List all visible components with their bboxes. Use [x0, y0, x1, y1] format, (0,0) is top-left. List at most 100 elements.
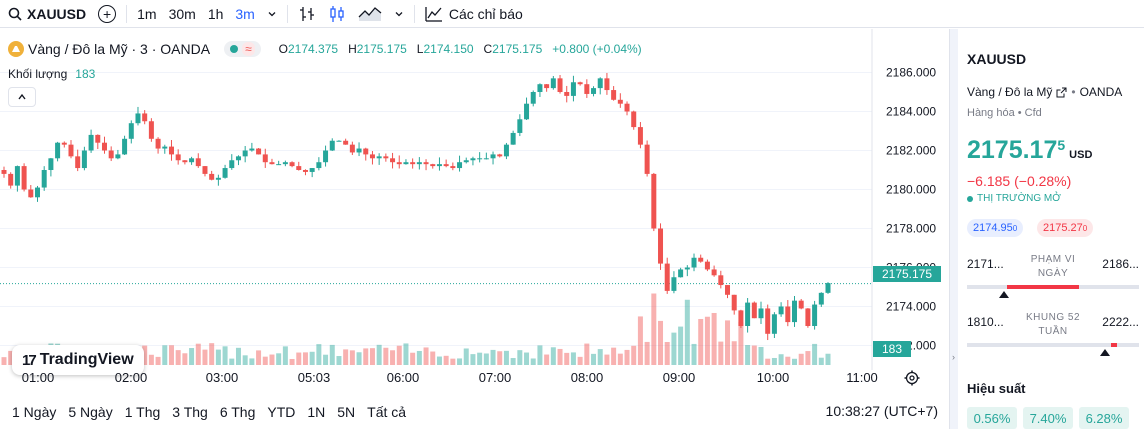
- volume-bar: [812, 343, 818, 365]
- chevron-up-icon: [18, 93, 26, 100]
- range-5-years[interactable]: 5N: [337, 404, 356, 420]
- gear-icon[interactable]: [904, 370, 920, 386]
- candle-body: [597, 78, 603, 89]
- candle-body: [651, 173, 657, 229]
- performance-3m[interactable]: 6.28%: [1079, 407, 1129, 429]
- candle-body: [175, 154, 181, 161]
- volume-bar: [631, 345, 637, 365]
- range-1-year[interactable]: 1N: [307, 404, 326, 420]
- chevron-down-icon: [268, 11, 276, 16]
- candle-body: [396, 162, 402, 165]
- tradingview-logo[interactable]: 17 TradingView: [12, 345, 144, 375]
- compare-button[interactable]: +: [92, 0, 122, 28]
- time-tick: 03:00: [205, 370, 239, 385]
- interval-1h[interactable]: 1h: [207, 5, 224, 22]
- range-1-month[interactable]: 1 Thg: [124, 404, 161, 420]
- panel-currency: USD: [1069, 149, 1093, 161]
- indicators-icon: [425, 6, 442, 22]
- day-range-track: [967, 285, 1139, 289]
- candle-body: [68, 144, 74, 157]
- chart-pane[interactable]: 2186.000 2184.000 2182.000 2180.000 2178.000…: [0, 29, 950, 399]
- chart-type-dropdown-button[interactable]: [388, 0, 410, 28]
- range-3-months[interactable]: 3 Thg: [172, 404, 208, 420]
- volume-bar: [209, 343, 215, 365]
- symbol-search-button[interactable]: XAUUSD: [0, 0, 92, 28]
- candle-body: [812, 304, 818, 326]
- time-tick: 01:00: [21, 370, 55, 385]
- volume-bar: [684, 299, 690, 365]
- volume-bar: [162, 345, 168, 365]
- candle-body: [369, 154, 375, 159]
- volume-bar: [591, 353, 597, 365]
- volume-bar: [510, 358, 516, 365]
- candle-body: [664, 263, 670, 291]
- volume-bar: [557, 348, 563, 365]
- candle-body: [530, 92, 536, 104]
- market-mode-toggle[interactable]: ≈: [224, 41, 261, 57]
- candle-body: [591, 88, 597, 94]
- interval-1m[interactable]: 1m: [137, 5, 157, 22]
- performance-1w[interactable]: 0.56%: [967, 407, 1017, 429]
- panel-resize-handle[interactable]: [949, 29, 958, 429]
- toolbar-separator: [286, 4, 288, 23]
- range-6-months[interactable]: 6 Thg: [219, 404, 256, 420]
- candle-body: [416, 162, 422, 165]
- performance-1m[interactable]: 7.40%: [1023, 407, 1073, 429]
- indicators-button[interactable]: Các chỉ báo: [419, 0, 529, 28]
- interval-3m[interactable]: 3m: [235, 5, 255, 22]
- volume-bar: [302, 352, 308, 365]
- area-chart-icon: [358, 6, 382, 21]
- volume-bar: [825, 353, 831, 365]
- candle-body: [403, 162, 409, 165]
- day-range-marker-icon: [999, 291, 1009, 298]
- candle-body: [577, 82, 583, 85]
- volume-bar: [544, 354, 550, 365]
- range-ytd[interactable]: YTD: [267, 404, 296, 420]
- chevron-right-icon[interactable]: ›: [952, 352, 955, 362]
- volume-bar: [771, 357, 777, 365]
- candle-body: [517, 119, 523, 133]
- panel-symbol[interactable]: XAUUSD: [967, 51, 1027, 67]
- candle-body: [470, 158, 476, 161]
- candle-body: [101, 142, 107, 151]
- candle-body: [316, 162, 322, 169]
- volume-bar: [256, 350, 262, 365]
- candle-body: [825, 283, 831, 293]
- external-link-icon[interactable]: [1056, 87, 1067, 98]
- volume-bar: [678, 326, 684, 365]
- chart-legend: Vàng / Đô la Mỹ · 3 · OANDA ≈ O2174.375 …: [8, 41, 642, 57]
- candle-body: [443, 164, 449, 167]
- candle-body: [302, 170, 308, 172]
- range-5-days[interactable]: 5 Ngày: [68, 404, 113, 420]
- candle-body: [671, 277, 677, 291]
- time-axis[interactable]: 01:00 02:00 03:00 05:03 06:00 07:00 08:0…: [0, 370, 950, 390]
- panel-price: 2175.17 5 USD: [967, 135, 1092, 165]
- candle-body: [725, 285, 731, 295]
- volume-bar: [483, 353, 489, 365]
- candle-body: [711, 269, 717, 276]
- volume-bar: [463, 348, 469, 365]
- bar-chart-type-button[interactable]: [292, 0, 322, 28]
- range-all[interactable]: Tất cả: [367, 404, 407, 420]
- price-tick: 2178.000: [886, 222, 936, 236]
- volume-bar: [343, 349, 349, 365]
- price-chart[interactable]: 2186.000 2184.000 2182.000 2180.000 2178.000…: [0, 29, 950, 370]
- clock-timezone[interactable]: 10:38:27 (UTC+7): [825, 403, 938, 419]
- tradingview-wordmark: TradingView: [39, 351, 134, 368]
- volume-bar: [142, 345, 148, 365]
- collapse-legend-button[interactable]: [8, 87, 36, 107]
- interval-30m[interactable]: 30m: [168, 5, 196, 22]
- range-1-day[interactable]: 1 Ngày: [12, 404, 57, 420]
- candle-body: [410, 162, 416, 165]
- area-chart-type-button[interactable]: [352, 0, 388, 28]
- candle-chart-type-button[interactable]: [322, 0, 352, 28]
- volume-bar: [215, 349, 221, 365]
- volume-bar: [497, 351, 503, 365]
- candle-body: [282, 162, 288, 165]
- top-toolbar: XAUUSD + 1m 30m 1h 3m Các chỉ báo: [0, 0, 1144, 28]
- volume-bar: [517, 350, 523, 365]
- panel-instrument-name[interactable]: Vàng / Đô la Mỹ: [967, 85, 1053, 99]
- interval-dropdown-button[interactable]: [261, 0, 283, 28]
- panel-exchange[interactable]: OANDA: [1079, 85, 1123, 99]
- candle-body: [718, 275, 724, 286]
